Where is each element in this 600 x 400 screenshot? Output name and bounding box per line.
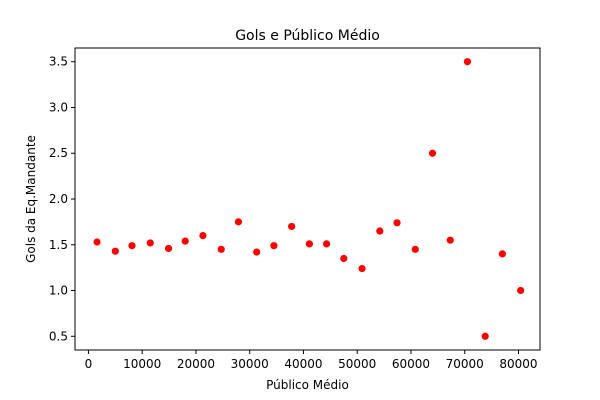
data-point bbox=[217, 245, 225, 253]
data-point bbox=[446, 236, 454, 244]
data-point bbox=[270, 242, 278, 250]
data-point bbox=[305, 240, 313, 248]
data-point bbox=[111, 247, 119, 255]
data-point bbox=[93, 238, 101, 246]
chart-title: Gols e Público Médio bbox=[235, 28, 380, 44]
data-point bbox=[234, 218, 243, 226]
data-point bbox=[288, 222, 296, 231]
data-point bbox=[199, 232, 207, 240]
data-point bbox=[164, 244, 173, 253]
data-point bbox=[253, 248, 261, 256]
y-tick-label: 2.0 bbox=[49, 192, 68, 206]
x-tick-label: 70000 bbox=[446, 357, 484, 371]
y-axis-label: Gols da Eq.Mandante bbox=[24, 135, 38, 263]
x-tick-label: 40000 bbox=[284, 357, 322, 371]
x-tick-label: 50000 bbox=[338, 357, 376, 371]
data-point bbox=[340, 254, 348, 263]
x-tick-label: 20000 bbox=[177, 357, 215, 371]
data-point bbox=[128, 242, 136, 250]
y-tick-label: 1.5 bbox=[49, 238, 68, 252]
x-axis-label: Público Médio bbox=[266, 378, 349, 392]
data-point bbox=[498, 250, 506, 258]
data-point bbox=[181, 237, 189, 245]
data-point bbox=[428, 149, 437, 157]
data-point bbox=[376, 227, 384, 235]
x-tick-label: 60000 bbox=[392, 357, 430, 371]
x-tick-label: 80000 bbox=[499, 357, 537, 371]
x-axis: 0 10000 20000 30000 40000 50000 60000 70000 8000… bbox=[85, 350, 538, 371]
y-axis: 0.5 1.0 1.5 2.0 2.5 3.0 3.5 bbox=[49, 55, 75, 343]
data-point bbox=[146, 239, 154, 247]
data-point bbox=[463, 58, 472, 66]
x-tick-label: 10000 bbox=[123, 357, 161, 371]
y-tick-label: 3.0 bbox=[49, 100, 68, 114]
data-point bbox=[411, 245, 419, 253]
y-tick-label: 2.5 bbox=[49, 146, 68, 160]
y-tick-label: 1.0 bbox=[49, 284, 68, 298]
x-tick-label: 30000 bbox=[231, 357, 269, 371]
y-tick-label: 0.5 bbox=[49, 329, 68, 343]
data-points bbox=[93, 58, 525, 340]
y-tick-label: 3.5 bbox=[49, 55, 68, 69]
data-point bbox=[358, 264, 366, 273]
data-point bbox=[322, 240, 331, 248]
x-tick-label: 0 bbox=[85, 357, 93, 371]
data-point bbox=[481, 332, 489, 340]
data-point bbox=[393, 219, 401, 227]
data-point bbox=[517, 286, 525, 295]
